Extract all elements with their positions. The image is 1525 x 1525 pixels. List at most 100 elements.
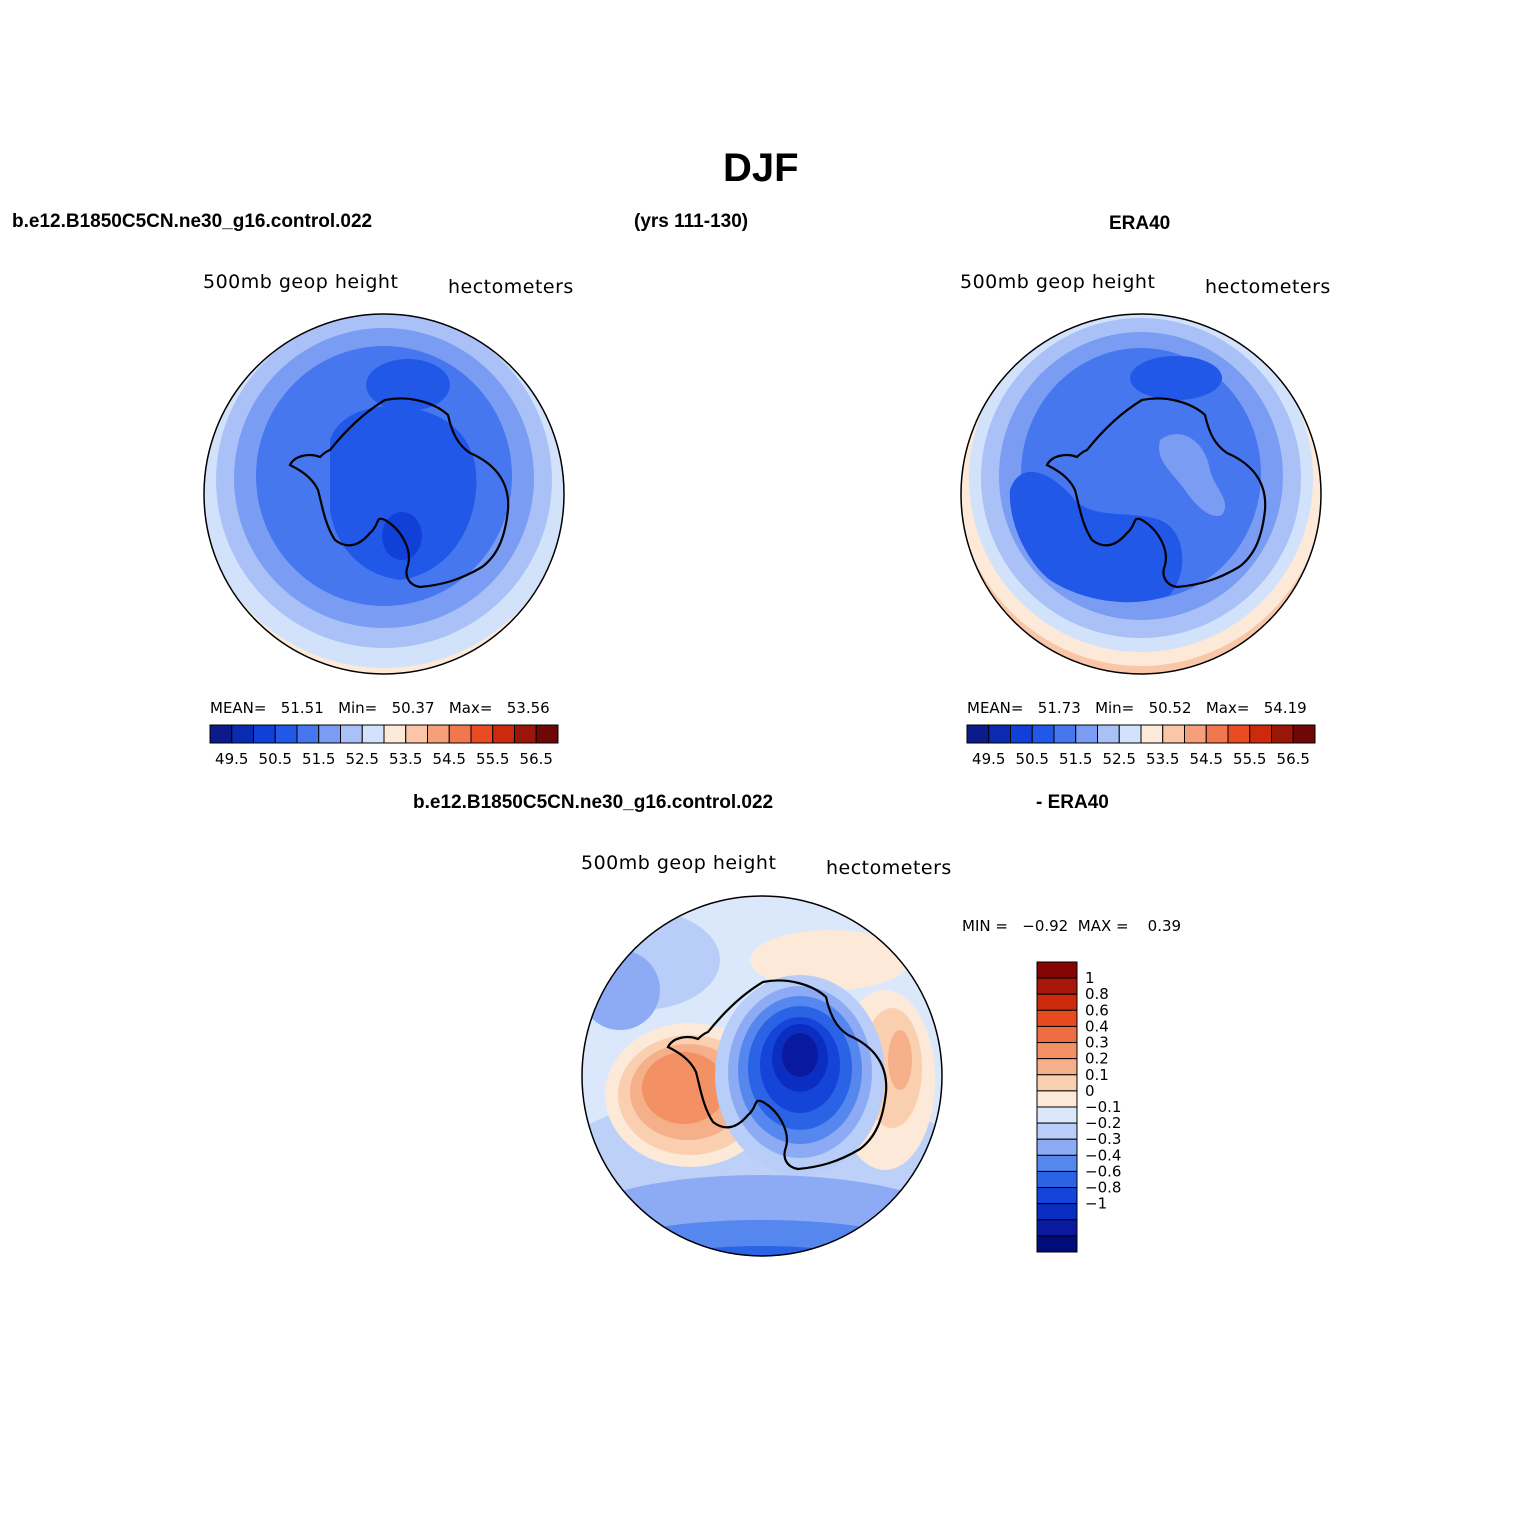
diff-colorbar-swatch — [1036, 1122, 1078, 1140]
obs-var-label: 500mb geop height — [960, 271, 1156, 293]
diff-colorbar-swatch — [1036, 1074, 1078, 1092]
diff-colorbar-swatch — [1036, 1203, 1078, 1221]
diff-colorbar-swatch — [1036, 1058, 1078, 1076]
obs-name-top: ERA40 — [1109, 213, 1171, 234]
model-colorbar-swatch — [296, 724, 320, 744]
model-colorbar-tick-label: 50.5 — [259, 750, 292, 768]
model-map-border — [203, 313, 565, 675]
diff-colorbar-swatch — [1036, 1138, 1078, 1156]
diff-colorbar-swatch — [1036, 977, 1078, 995]
diff-colorbar-tick-label: −0.1 — [1085, 1098, 1121, 1116]
obs-colorbar-swatch — [988, 724, 1011, 744]
diff-colorbar-tick-label: −0.2 — [1085, 1114, 1121, 1132]
obs-colorbar: 49.5 50.5 51.5 52.5 53.5 54.5 55.5 56.5 — [966, 724, 1316, 768]
model-var-label: 500mb geop height — [203, 271, 399, 293]
diff-colorbar-tick-label: 1 — [1085, 969, 1095, 987]
model-colorbar-tick-label: 51.5 — [302, 750, 335, 768]
diff-stats: MIN = −0.92 MAX = 0.39 — [962, 917, 1182, 935]
diff-colorbar-swatch — [1036, 1235, 1078, 1253]
model-colorbar-swatch — [231, 724, 254, 744]
model-colorbar-tick-label: 55.5 — [476, 750, 509, 768]
obs-colorbar-tick-label: 54.5 — [1190, 750, 1223, 768]
model-colorbar-tick-label: 54.5 — [433, 750, 466, 768]
model-colorbar-swatch — [361, 724, 385, 744]
obs-colorbar-swatch — [1292, 724, 1316, 744]
model-colorbar-swatch — [383, 724, 407, 744]
model-colorbar-swatch — [318, 724, 341, 744]
diff-colorbar-swatch — [1036, 961, 1078, 979]
diff-colorbar-tick-label: 0.6 — [1085, 1001, 1109, 1019]
model-units-label: hectometers — [448, 276, 574, 298]
obs-colorbar-swatch — [1227, 724, 1251, 744]
obs-colorbar-swatch — [1271, 724, 1294, 744]
model-colorbar-tick-label: 52.5 — [346, 750, 379, 768]
obs-colorbar-tick-label: 52.5 — [1103, 750, 1136, 768]
obs-colorbar-swatch — [1097, 724, 1120, 744]
case-name-top: b.e12.B1850C5CN.ne30_g16.control.022 — [12, 211, 373, 232]
obs-colorbar-swatch — [1010, 724, 1033, 744]
model-colorbar-tick-label: 53.5 — [389, 750, 422, 768]
obs-colorbar-tick-label: 56.5 — [1277, 750, 1310, 768]
diff-colorbar-swatch — [1036, 1042, 1078, 1060]
diff-case-label: b.e12.B1850C5CN.ne30_g16.control.022 — [413, 792, 774, 813]
obs-units-label: hectometers — [1205, 276, 1331, 298]
years-label: (yrs 111-130) — [634, 211, 749, 232]
model-stats: MEAN= 51.51 Min= 50.37 Max= 53.56 — [210, 699, 550, 717]
obs-colorbar-swatch — [1118, 724, 1142, 744]
obs-colorbar-tick-label: 51.5 — [1059, 750, 1092, 768]
diff-colorbar-tick-label: −0.6 — [1085, 1162, 1121, 1180]
obs-colorbar-swatch — [1205, 724, 1229, 744]
obs-map-border — [960, 313, 1322, 675]
model-colorbar-swatch — [514, 724, 537, 744]
diff-colorbar: 10.80.60.40.30.20.10−0.1−0.2−0.3−0.4−0.6… — [1036, 961, 1121, 1253]
diff-colorbar-tick-label: 0.1 — [1085, 1066, 1109, 1084]
obs-colorbar-tick-label: 55.5 — [1233, 750, 1266, 768]
diff-colorbar-tick-label: −0.8 — [1085, 1179, 1121, 1197]
model-map — [204, 314, 564, 674]
diff-colorbar-swatch — [1036, 1187, 1078, 1205]
diff-colorbar-tick-label: 0.3 — [1085, 1034, 1109, 1052]
diff-colorbar-tick-label: −1 — [1085, 1195, 1107, 1213]
model-colorbar-swatch — [209, 724, 233, 744]
obs-colorbar-swatch — [1162, 724, 1185, 744]
diff-colorbar-tick-label: −0.3 — [1085, 1130, 1121, 1148]
diff-colorbar-tick-label: 0.4 — [1085, 1017, 1109, 1035]
obs-colorbar-swatch — [1184, 724, 1207, 744]
diff-colorbar-swatch — [1036, 993, 1078, 1011]
model-colorbar-swatch — [274, 724, 298, 744]
diff-colorbar-swatch — [1036, 1219, 1078, 1237]
model-colorbar: 49.5 50.5 51.5 52.5 53.5 54.5 55.5 56.5 — [209, 724, 559, 768]
model-colorbar-tick-label: 49.5 — [215, 750, 248, 768]
model-colorbar-swatch — [253, 724, 276, 744]
obs-stats: MEAN= 51.73 Min= 50.52 Max= 54.19 — [967, 699, 1307, 717]
obs-colorbar-swatch — [1075, 724, 1098, 744]
figure-title: DJF — [723, 146, 799, 190]
model-colorbar-swatch — [470, 724, 494, 744]
obs-colorbar-tick-label: 53.5 — [1146, 750, 1179, 768]
obs-colorbar-swatch — [1249, 724, 1272, 744]
model-colorbar-swatch — [427, 724, 450, 744]
diff-colorbar-swatch — [1036, 1090, 1078, 1108]
diff-colorbar-swatch — [1036, 1106, 1078, 1124]
diff-colorbar-swatch — [1036, 1170, 1078, 1189]
obs-colorbar-tick-label: 50.5 — [1016, 750, 1049, 768]
obs-colorbar-swatch — [1031, 724, 1055, 744]
model-colorbar-swatch — [448, 724, 472, 744]
diff-map-border — [581, 895, 943, 1257]
diff-colorbar-swatch — [1036, 1009, 1078, 1027]
obs-colorbar-swatch — [1053, 724, 1077, 744]
diff-units-label: hectometers — [826, 857, 952, 879]
diff-colorbar-tick-label: 0.2 — [1085, 1050, 1109, 1068]
model-colorbar-swatch — [340, 724, 363, 744]
diff-minus-label: - ERA40 — [1036, 792, 1109, 813]
model-colorbar-swatch — [492, 724, 515, 744]
obs-map — [961, 314, 1321, 674]
model-colorbar-swatch — [405, 724, 428, 744]
model-colorbar-tick-label: 56.5 — [520, 750, 553, 768]
diff-colorbar-swatch — [1036, 1025, 1078, 1044]
diff-colorbar-tick-label: 0.8 — [1085, 985, 1109, 1003]
diff-map — [582, 896, 942, 1256]
diff-var-label: 500mb geop height — [581, 852, 777, 874]
diff-colorbar-tick-label: 0 — [1085, 1082, 1095, 1100]
